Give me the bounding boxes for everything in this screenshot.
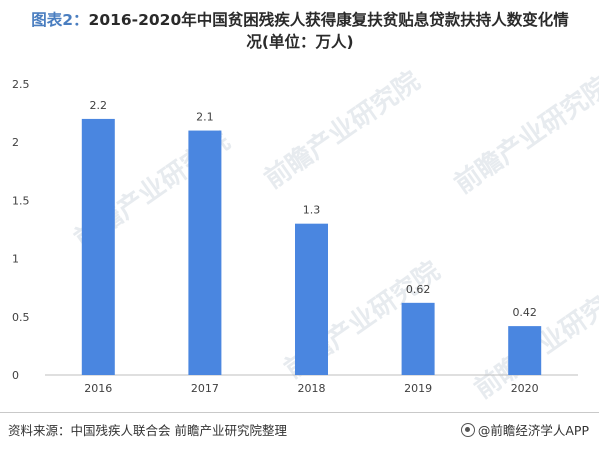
title-text-line2: 况(单位：万人) [246, 33, 354, 51]
app-credit: @前瞻经济学人APP [460, 420, 589, 439]
y-tick-label: 0.5 [12, 311, 30, 324]
y-tick-label: 2.5 [12, 78, 30, 91]
source-note: 资料来源：中国残疾人联合会 前瞻产业研究院整理 [8, 423, 287, 438]
y-tick-label: 2 [12, 136, 19, 149]
bar [508, 326, 542, 375]
app-label: @前瞻经济学人APP [477, 423, 589, 438]
x-tick-label: 2020 [511, 382, 539, 395]
x-tick-label: 2016 [84, 382, 112, 395]
y-tick-label: 1 [12, 253, 19, 266]
chart-title: 图表2：2016-2020年中国贫困残疾人获得康复扶贫贴息贷款扶持人数变化情 况… [20, 9, 580, 53]
bar [81, 118, 115, 376]
y-tick-label: 1.5 [12, 194, 30, 207]
x-tick-label: 2019 [404, 382, 432, 395]
footer: 资料来源：中国残疾人联合会 前瞻产业研究院整理 @前瞻经济学人APP [0, 412, 599, 441]
data-label: 2.1 [196, 111, 214, 124]
bar [295, 223, 328, 375]
data-label: 0.62 [406, 283, 431, 296]
x-tick-label: 2017 [191, 382, 219, 395]
bar [188, 130, 222, 375]
bar [401, 302, 435, 375]
title-text: 2016-2020年中国贫困残疾人获得康复扶贫贴息贷款扶持人数变化情 [88, 11, 569, 29]
y-tick-label: 0 [12, 369, 19, 382]
x-tick-label: 2018 [298, 382, 326, 395]
data-label: 1.3 [303, 204, 321, 217]
data-label: 2.2 [90, 99, 108, 112]
qianzhan-logo-icon [460, 422, 475, 437]
bar-chart: 0 0.5 1 1.5 2 2.5 2.2 2016 2.1 2017 1.3 2018 0.62 201… [12, 78, 578, 395]
data-label: 0.42 [512, 306, 537, 319]
figure-number: 图表2： [31, 11, 89, 29]
